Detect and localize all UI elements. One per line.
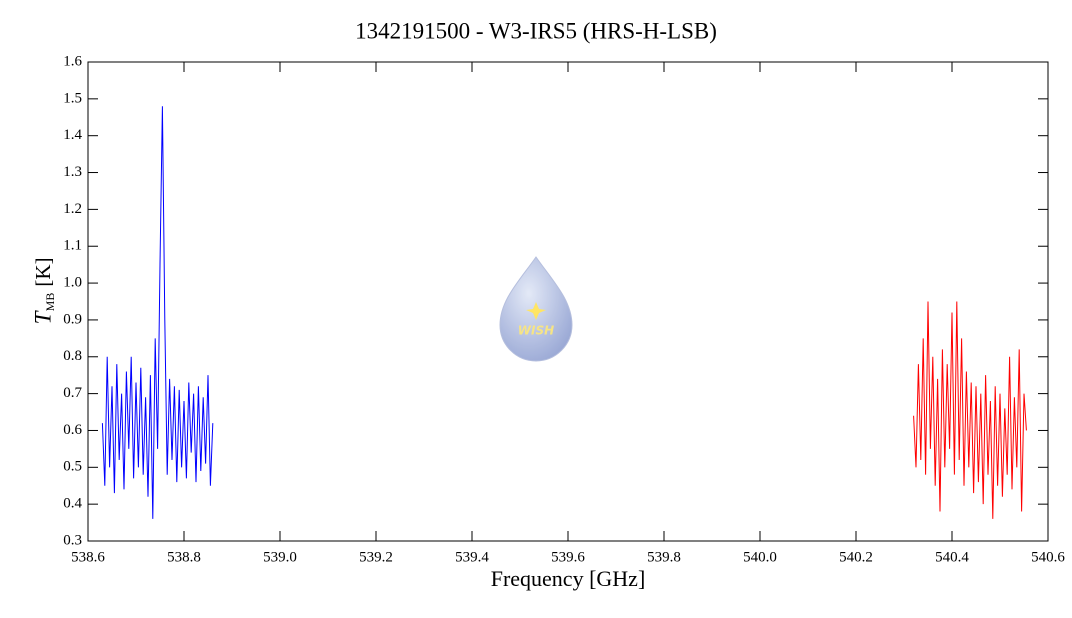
y-tick-label: 1.3	[63, 164, 82, 180]
y-tick-label: 0.5	[63, 459, 82, 475]
x-tick-label: 540.0	[743, 549, 777, 565]
y-label-unit: [K]	[31, 257, 55, 286]
spectrum-line	[913, 301, 1027, 519]
y-axis-label: T MB [K]	[30, 257, 56, 324]
y-tick-label: 1.1	[63, 238, 82, 254]
x-tick-label: 538.8	[167, 549, 201, 565]
x-tick-label: 539.6	[551, 549, 585, 565]
y-tick-label: 1.0	[63, 275, 82, 291]
y-label-subscript: MB	[43, 293, 57, 312]
x-tick-label: 540.6	[1031, 549, 1065, 565]
y-label-symbol: T	[30, 309, 55, 324]
y-tick-label: 0.8	[63, 348, 82, 364]
chart-title: 1342191500 - W3-IRS5 (HRS-H-LSB)	[355, 18, 717, 43]
logo-star	[526, 302, 546, 320]
x-axis-label: Frequency [GHz]	[491, 566, 646, 591]
y-tick-label: 1.5	[63, 90, 82, 106]
x-tick-label: 539.0	[263, 549, 297, 565]
x-tick-label: 538.6	[71, 549, 105, 565]
x-tick-label: 539.4	[455, 549, 489, 565]
y-tick-label: 0.3	[63, 532, 82, 548]
x-tick-label: 539.8	[647, 549, 681, 565]
x-tick-label: 539.2	[359, 549, 393, 565]
y-tick-label: 1.4	[63, 127, 82, 143]
y-tick-label: 0.6	[63, 422, 82, 438]
y-tick-label: 0.7	[63, 385, 82, 401]
logo-text: WISH	[518, 324, 554, 338]
logo: WISH	[499, 256, 573, 362]
spectrum-line	[101, 106, 214, 519]
plot-frame	[87, 61, 1049, 542]
y-tick-label: 0.9	[63, 311, 82, 327]
y-tick-label: 0.4	[63, 496, 82, 512]
y-tick-label: 1.2	[63, 201, 82, 217]
x-tick-label: 540.2	[839, 549, 873, 565]
y-tick-label: 1.6	[63, 53, 82, 69]
x-tick-label: 540.4	[935, 549, 969, 565]
